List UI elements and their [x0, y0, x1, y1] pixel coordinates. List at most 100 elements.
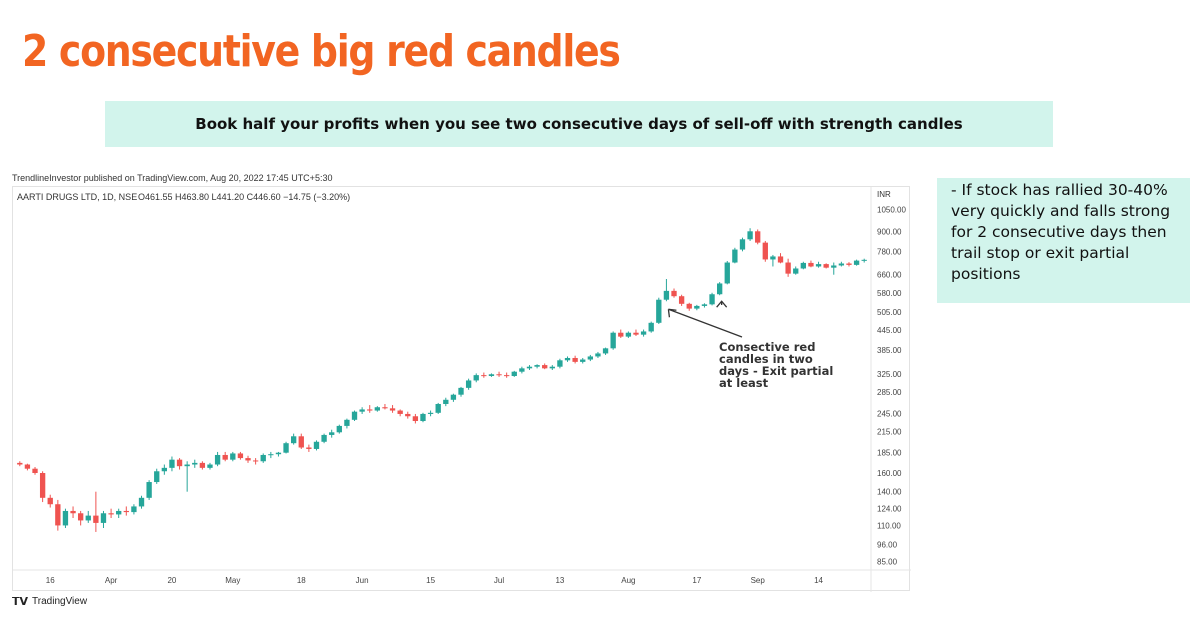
candle-body [32, 468, 38, 474]
annotation-text-line: candles in two [719, 352, 813, 366]
candle-body [473, 375, 479, 381]
x-tick-label: 13 [555, 576, 564, 585]
candle-body [39, 473, 46, 498]
candle-body [420, 413, 426, 422]
candle-body [435, 403, 441, 413]
candle-body [663, 290, 670, 300]
x-tick-label: 14 [814, 576, 823, 585]
candle-body [481, 375, 487, 377]
candle-body [694, 305, 700, 309]
candlestick-chart[interactable]: AARTI DRUGS LTD, 1D, NSE O461.55 H463.80 … [13, 187, 911, 592]
candle-body [777, 256, 784, 263]
x-tick-label: 18 [297, 576, 306, 585]
candle-body [252, 460, 259, 462]
candle-body [77, 513, 84, 521]
candle-body [214, 454, 221, 465]
candle-body [724, 262, 730, 284]
chart-legend-ohlc: O461.55 H463.80 L441.20 C446.60 −14.75 (… [138, 192, 350, 202]
y-tick-label: 160.00 [877, 469, 902, 478]
candle-body [138, 497, 145, 507]
candle-body [846, 263, 852, 265]
y-tick-label: 110.00 [877, 521, 901, 530]
candle-body [306, 447, 312, 449]
y-tick-label: 245.00 [877, 409, 902, 418]
candle-body [671, 290, 677, 297]
candle-body [108, 513, 114, 515]
y-tick-label: 325.00 [877, 370, 902, 379]
y-tick-label: 185.00 [877, 449, 902, 458]
y-tick-label: 780.00 [877, 247, 902, 256]
candle-body [519, 368, 525, 372]
x-tick-label: May [225, 576, 240, 585]
candle-body [298, 436, 304, 448]
candle-body [336, 425, 342, 433]
slide-title: 2 consecutive big red candles [22, 26, 621, 77]
candle-body [465, 380, 472, 388]
candle-body [755, 231, 761, 243]
candle-body [359, 409, 365, 412]
candle-body [648, 322, 654, 332]
y-tick-label: 124.00 [877, 505, 902, 514]
y-tick-label: 580.00 [877, 289, 902, 298]
annotation-text-line: Consective red [719, 340, 815, 354]
candle-body [625, 332, 632, 337]
candle-body [656, 299, 662, 323]
candle-body [321, 434, 327, 442]
x-tick-label: Jul [494, 576, 504, 585]
candle-body [47, 497, 53, 505]
candle-body [557, 360, 563, 367]
candle-body [329, 432, 335, 435]
candle-body [831, 265, 837, 268]
candle-body [427, 412, 434, 414]
candle-body [222, 454, 228, 460]
candle-body [24, 464, 31, 469]
currency-label: INR [877, 190, 891, 199]
candle-body [116, 510, 122, 515]
candle-body [618, 332, 624, 337]
candle-body [70, 510, 76, 514]
candle-body [823, 264, 829, 268]
tradingview-brand: TradingView [32, 596, 88, 607]
candle-body [313, 441, 320, 449]
candle-body [800, 262, 807, 269]
tradingview-logo-icon: 𝗧𝗩 [12, 596, 29, 608]
chart-legend-title: AARTI DRUGS LTD, 1D, NSE [17, 192, 137, 202]
candle-body [290, 436, 297, 444]
y-tick-label: 140.00 [877, 488, 902, 497]
candle-body [503, 375, 510, 377]
candle-body [405, 413, 411, 417]
subtitle-banner: Book half your profits when you see two … [105, 101, 1053, 147]
x-tick-label: Jun [356, 576, 369, 585]
candle-body [443, 399, 449, 404]
candle-body [496, 374, 502, 376]
y-tick-label: 900.00 [877, 227, 902, 236]
candle-body [678, 296, 685, 304]
candle-body [62, 510, 69, 526]
tradingview-footer: 𝗧𝗩 TradingView [12, 595, 87, 608]
candle-body [602, 348, 609, 354]
annotation-arrowhead-2 [716, 300, 728, 308]
candle-body [275, 452, 282, 455]
candle-body [450, 394, 457, 400]
y-tick-label: 505.00 [877, 308, 902, 317]
candle-body [526, 366, 533, 369]
candle-body [161, 467, 168, 472]
candle-body [815, 264, 822, 267]
candle-body [762, 242, 768, 260]
candle-body [785, 262, 791, 274]
candle-body [542, 365, 548, 369]
candle-body [207, 464, 213, 468]
y-tick-label: 1050.00 [877, 206, 906, 215]
candle-body [17, 462, 23, 465]
candle-body [85, 515, 91, 521]
chart-frame[interactable]: AARTI DRUGS LTD, 1D, NSE O461.55 H463.80 … [12, 186, 911, 592]
annotation-text-line: at least [719, 376, 769, 390]
candle-body [587, 356, 594, 360]
candle-body [747, 231, 753, 240]
candle-body [100, 513, 107, 523]
x-tick-label: 17 [692, 576, 701, 585]
candle-body [793, 268, 799, 274]
candle-body [580, 359, 586, 362]
candle-body [633, 332, 639, 335]
candle-body [861, 259, 867, 261]
